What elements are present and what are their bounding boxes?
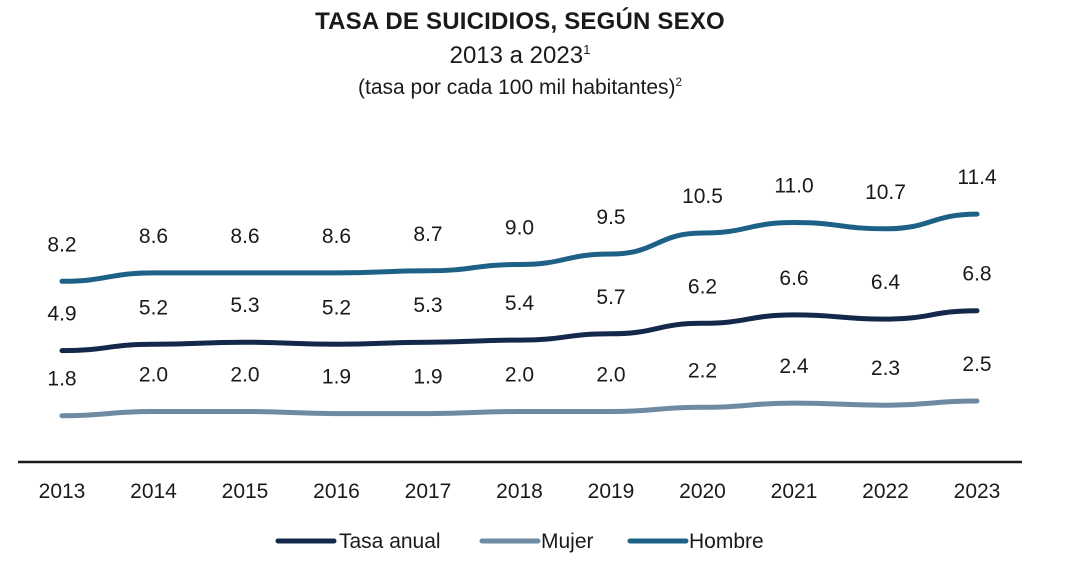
data-label-tasa-anual-2015: 5.3: [230, 294, 259, 317]
data-label-hombre-2021: 11.0: [774, 175, 813, 198]
data-label-mujer-2016: 1.9: [322, 366, 351, 389]
data-label-hombre-2020: 10.5: [682, 185, 723, 208]
data-label-hombre-2019: 9.5: [596, 206, 625, 229]
data-label-mujer-2015: 2.0: [230, 364, 259, 387]
data-label-hombre-2013: 8.2: [47, 233, 76, 256]
data-label-tasa-anual-2019: 5.7: [596, 286, 625, 309]
data-label-hombre-2023: 11.4: [957, 166, 997, 189]
data-label-mujer-2017: 1.9: [413, 366, 442, 389]
series-line-tasa-anual: [59, 308, 980, 354]
data-label-tasa-anual-2021: 6.6: [779, 267, 808, 290]
data-label-tasa-anual-2017: 5.3: [413, 294, 442, 317]
data-label-mujer-2014: 2.0: [139, 364, 168, 387]
data-label-mujer-2013: 1.8: [47, 368, 76, 391]
subtitle-text: 2013 a 2023: [449, 42, 584, 69]
data-label-hombre-2018: 9.0: [505, 217, 534, 240]
series-line-mujer: [59, 398, 980, 419]
data-label-hombre-2022: 10.7: [865, 181, 906, 204]
series-line-hombre: [59, 211, 980, 284]
legend-label-mujer: Mujer: [541, 530, 594, 553]
data-label-hombre-2017: 8.7: [413, 223, 442, 246]
x-tick-label-2022: 2022: [862, 480, 909, 503]
data-label-tasa-anual-2016: 5.2: [322, 296, 351, 319]
data-label-hombre-2014: 8.6: [139, 225, 168, 248]
unit-text: (tasa por cada 100 mil habitantes): [358, 76, 676, 99]
data-label-hombre-2015: 8.6: [230, 225, 259, 248]
data-label-tasa-anual-2018: 5.4: [505, 292, 535, 315]
data-label-mujer-2018: 2.0: [505, 364, 534, 387]
x-tick-label-2023: 2023: [954, 480, 1001, 503]
x-tick-label-2021: 2021: [771, 480, 818, 503]
data-label-tasa-anual-2020: 6.2: [688, 275, 717, 298]
data-label-tasa-anual-2014: 5.2: [139, 296, 168, 319]
chart-subtitle: 2013 a 20231: [0, 42, 1040, 70]
data-label-tasa-anual-2022: 6.4: [871, 271, 901, 294]
data-label-tasa-anual-2013: 4.9: [47, 303, 76, 326]
subtitle-footnote-mark: 1: [583, 42, 591, 57]
data-label-tasa-anual-2023: 6.8: [962, 263, 991, 286]
legend-label-hombre: Hombre: [689, 530, 764, 553]
x-tick-label-2016: 2016: [313, 480, 360, 503]
data-label-mujer-2021: 2.4: [779, 355, 809, 378]
data-label-hombre-2016: 8.6: [322, 225, 351, 248]
x-tick-label-2018: 2018: [496, 480, 543, 503]
legend-label-tasa-anual: Tasa anual: [339, 530, 441, 553]
data-label-mujer-2019: 2.0: [596, 364, 625, 387]
x-tick-label-2017: 2017: [405, 480, 452, 503]
x-tick-label-2015: 2015: [222, 480, 269, 503]
unit-footnote-mark: 2: [675, 77, 682, 89]
data-label-mujer-2020: 2.2: [688, 359, 717, 382]
data-label-mujer-2022: 2.3: [871, 357, 900, 380]
x-tick-label-2020: 2020: [679, 480, 726, 503]
x-tick-label-2019: 2019: [588, 480, 635, 503]
chart-title: TASA DE SUICIDIOS, SEGÚN SEXO: [315, 8, 725, 35]
data-label-mujer-2023: 2.5: [962, 353, 991, 376]
x-tick-label-2014: 2014: [130, 480, 177, 503]
chart-unit-label: (tasa por cada 100 mil habitantes)2: [0, 76, 1040, 100]
x-tick-label-2013: 2013: [39, 480, 86, 503]
